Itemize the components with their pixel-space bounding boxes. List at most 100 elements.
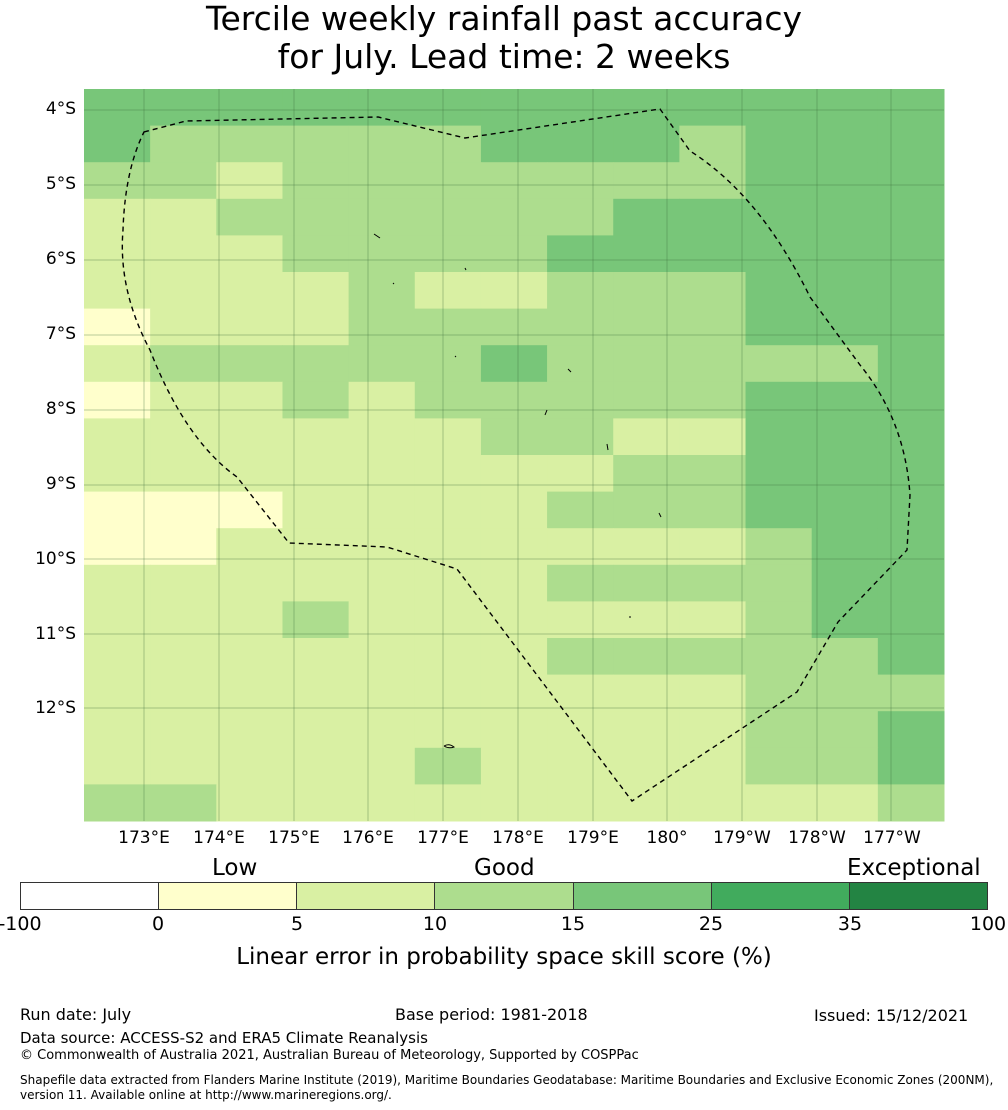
grid-cell (811, 601, 879, 639)
grid-cell (679, 381, 747, 419)
grid-cell (150, 272, 217, 310)
grid-cell (414, 528, 482, 566)
grid-cell (480, 784, 548, 822)
grid-cell (480, 162, 548, 200)
grid-cell (613, 491, 680, 529)
grid-cell (877, 601, 945, 639)
grid-cell (414, 308, 482, 346)
grid-cell (216, 125, 283, 163)
grid-cell (745, 418, 813, 456)
grid-cell (877, 308, 945, 346)
island (658, 512, 662, 518)
lat-label: 5°S (45, 174, 76, 194)
grid-cell (613, 784, 680, 822)
legend-category-good: Good (474, 855, 535, 881)
grid-cell (547, 455, 614, 493)
grid-cell (348, 198, 416, 236)
lon-label: 177°W (863, 828, 921, 848)
grid-cell (84, 272, 151, 310)
grid-cell (745, 528, 813, 566)
grid-cell (679, 784, 747, 822)
grid-cell (414, 455, 482, 493)
grid-cell (216, 345, 283, 383)
grid-cell (679, 711, 747, 749)
lat-label: 6°S (45, 249, 76, 269)
grid-cell (150, 125, 217, 163)
lat-label: 11°S (35, 624, 76, 644)
grid-cell (84, 89, 151, 127)
grid-cell (348, 162, 416, 200)
grid-cell (480, 125, 548, 163)
grid-cell (480, 345, 548, 383)
grid-cell (84, 162, 151, 200)
grid-cell (480, 308, 548, 346)
grid-cell (613, 528, 680, 566)
colorbar-tick: -100 (0, 913, 42, 935)
grid-cell (745, 89, 813, 127)
grid-cell (745, 711, 813, 749)
grid-cell (811, 711, 879, 749)
issued-date: Issued: 15/12/2021 (814, 1006, 969, 1025)
grid-cell (414, 198, 482, 236)
grid-cell (282, 491, 350, 529)
grid-cell (745, 747, 813, 785)
grid-cell (679, 272, 747, 310)
colorbar-swatch (159, 883, 298, 909)
grid-cell (150, 711, 217, 749)
grid-cell (877, 638, 945, 676)
grid-cell (877, 528, 945, 566)
grid-cell (679, 89, 747, 127)
grid-cell (679, 601, 747, 639)
grid-cell (414, 345, 482, 383)
grid-cell (877, 235, 945, 273)
grid-cell (745, 345, 813, 383)
grid-cell (348, 308, 416, 346)
grid-cell (414, 491, 482, 529)
grid-cell (216, 418, 283, 456)
grid-cell (348, 345, 416, 383)
grid-cell (348, 601, 416, 639)
grid-cell (282, 784, 350, 822)
grid-cell (216, 747, 283, 785)
island (373, 233, 381, 239)
colorbar-tick: 100 (969, 913, 1007, 935)
grid-cell (150, 308, 217, 346)
grid-cell (84, 601, 151, 639)
grid-cell (150, 198, 217, 236)
grid-cell (282, 162, 350, 200)
grid-cell (480, 455, 548, 493)
grid-cell (282, 747, 350, 785)
lat-label: 9°S (45, 474, 76, 494)
grid-cell (679, 162, 747, 200)
grid-cell (877, 125, 945, 163)
grid-cell (745, 784, 813, 822)
grid-cell (282, 308, 350, 346)
grid-cell (613, 601, 680, 639)
grid-cell (414, 747, 482, 785)
grid-cell (811, 674, 879, 712)
grid-cell (877, 272, 945, 310)
colorbar-tick: 0 (151, 913, 165, 935)
lat-label: 8°S (45, 399, 76, 419)
grid-cell (84, 638, 151, 676)
colorbar-swatch (849, 883, 987, 909)
grid-cell (613, 235, 680, 273)
grid-cell (480, 89, 548, 127)
grid-cell (745, 308, 813, 346)
grid-cell (480, 601, 548, 639)
grid-cell (150, 564, 217, 602)
grid-cell (811, 345, 879, 383)
grid-cell (84, 198, 151, 236)
grid-cell (547, 345, 614, 383)
grid-cell (745, 455, 813, 493)
grid-cell (84, 345, 151, 383)
colorbar-swatch (435, 883, 574, 909)
colorbar-tick: 35 (837, 913, 863, 935)
grid-cell (216, 674, 283, 712)
grid-cell (282, 674, 350, 712)
grid-cell (811, 564, 879, 602)
grid-cell (679, 235, 747, 273)
grid-cell (547, 674, 614, 712)
grid-cell (348, 491, 416, 529)
grid-cell (150, 162, 217, 200)
